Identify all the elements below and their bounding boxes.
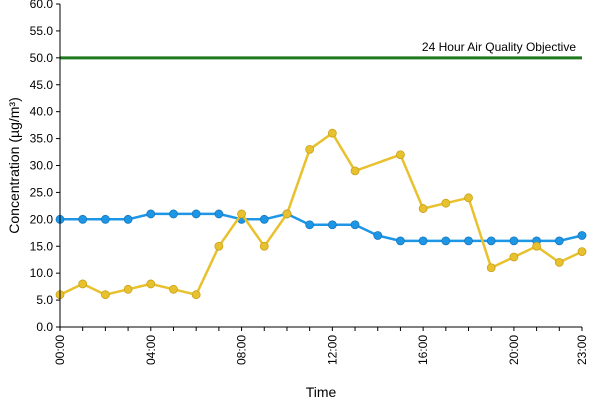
y-tick-label: 10.0: [30, 266, 54, 280]
series-1-point: [464, 236, 473, 246]
series-2-point: [577, 247, 587, 257]
series-2-point: [486, 263, 496, 273]
series-1-point: [373, 231, 383, 240]
y-tick-label: 20.0: [30, 212, 54, 226]
y-tick-label: 0.0: [36, 320, 53, 334]
annotations: 24 Hour Air Quality Objective: [60, 40, 582, 60]
data-series: [55, 128, 587, 300]
series-1-point: [396, 236, 405, 246]
series-2-point: [509, 252, 519, 262]
x-tick-label: 20:00: [507, 335, 521, 365]
series-1-point: [146, 209, 156, 219]
series-2-point: [305, 144, 315, 154]
x-tick-label: 12:00: [325, 335, 339, 365]
y-tick-label: 60.0: [30, 0, 54, 11]
series-2-point: [441, 198, 451, 208]
y-tick-label: 30.0: [30, 159, 54, 173]
series-1-point: [123, 214, 133, 224]
series-2-point: [237, 209, 246, 219]
series-1-point: [509, 236, 519, 246]
objective-label: 24 Hour Air Quality Objective: [422, 40, 576, 54]
x-tick-label: 23:00: [575, 335, 589, 365]
y-tick-label: 45.0: [30, 78, 54, 92]
y-tick-label: 40.0: [30, 105, 54, 119]
series-2-point: [191, 290, 201, 300]
series-1-point: [554, 236, 564, 246]
y-tick-label: 55.0: [30, 24, 54, 38]
series-1-point: [214, 209, 224, 219]
series-1-point: [259, 214, 269, 224]
series-1-point: [577, 231, 587, 240]
series-1-point: [100, 214, 110, 224]
series-2-point: [327, 128, 337, 138]
x-tick-label: 16:00: [416, 335, 430, 365]
series-2-point: [169, 284, 178, 294]
y-axis-ticks: 0.0 5.0 10.0 15.0 20.0 25.0 30.0 35.0 40.0 45.0 50…: [30, 0, 60, 334]
series-2-point: [123, 284, 133, 294]
series-2-point: [146, 279, 156, 289]
series-2-point: [100, 290, 110, 300]
x-tick-label: 00:00: [53, 335, 67, 365]
y-tick-label: 15.0: [30, 239, 54, 253]
x-tick-label: 08:00: [235, 335, 249, 365]
y-tick-label: 5.0: [36, 293, 53, 307]
series-2-point: [554, 257, 564, 267]
x-axis-ticks: 00:00 04:00 08:00 12:00 16:00 20:00 23:00: [53, 327, 589, 365]
series-1-point: [169, 209, 178, 219]
y-tick-label: 25.0: [30, 185, 54, 199]
y-axis-title: Concentration (µg/m³): [6, 97, 22, 233]
series-2-point: [532, 241, 542, 251]
x-axis-title: Time: [306, 384, 337, 400]
y-tick-label: 35.0: [30, 132, 54, 146]
series-1-line: [60, 212, 583, 243]
series-1-point: [441, 236, 451, 246]
series-2-line: [59, 131, 583, 296]
series-1-point: [191, 209, 201, 219]
series-2-point: [464, 193, 473, 203]
series-1-point: [78, 214, 88, 224]
series-1-point: [305, 220, 315, 230]
series-2-point: [259, 241, 269, 251]
x-tick-label: 04:00: [144, 335, 158, 365]
series-2-point: [418, 204, 428, 213]
series-1-point: [486, 236, 496, 246]
series-2-point: [78, 279, 88, 289]
series-1-point: [418, 236, 428, 246]
series-1-point: [350, 220, 360, 230]
y-tick-label: 50.0: [30, 51, 54, 65]
series-2-point: [350, 166, 360, 176]
series-2-point: [282, 209, 292, 219]
series-1-point: [327, 220, 337, 230]
series-2-point: [214, 241, 224, 251]
series-2-point: [396, 150, 405, 160]
